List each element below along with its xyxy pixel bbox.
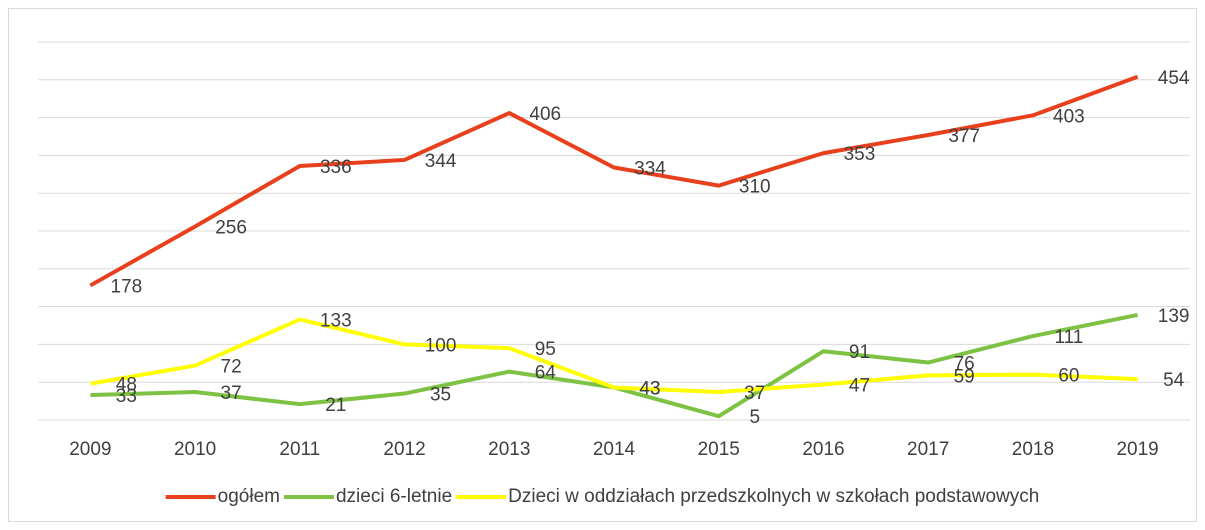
x-tick-label: 2015 bbox=[698, 439, 740, 460]
data-label: 334 bbox=[634, 159, 666, 180]
series-line bbox=[89, 74, 1139, 288]
data-label: 47 bbox=[849, 375, 870, 396]
legend-item: Dzieci w oddziałach przedszkolnych w szk… bbox=[456, 486, 1039, 507]
x-tick-label: 2011 bbox=[279, 439, 320, 460]
data-label: 35 bbox=[430, 385, 451, 406]
series-line bbox=[90, 317, 1138, 395]
data-label: 43 bbox=[639, 379, 660, 400]
data-label: 403 bbox=[1053, 106, 1085, 127]
data-label: 37 bbox=[744, 383, 765, 404]
data-label: 33 bbox=[116, 386, 137, 407]
data-label: 48 bbox=[116, 375, 137, 396]
legend-label: Dzieci w oddziałach przedszkolnych w szk… bbox=[508, 486, 1039, 507]
data-label: 178 bbox=[111, 276, 143, 297]
data-label: 336 bbox=[320, 157, 352, 178]
chart-frame bbox=[8, 8, 1197, 522]
data-label: 54 bbox=[1163, 370, 1185, 391]
data-label: 72 bbox=[221, 357, 242, 378]
data-label: 454 bbox=[1158, 68, 1190, 89]
data-label: 133 bbox=[320, 310, 352, 331]
data-label: 406 bbox=[529, 104, 561, 125]
legend-label: ogółem bbox=[218, 486, 280, 507]
data-label: 64 bbox=[535, 363, 557, 384]
x-tick-label: 2016 bbox=[802, 439, 844, 460]
x-tick-label: 2017 bbox=[907, 439, 949, 460]
data-label: 100 bbox=[425, 335, 457, 356]
x-tick-label: 2010 bbox=[174, 439, 216, 460]
data-label: 5 bbox=[749, 407, 760, 428]
x-tick-label: 2012 bbox=[383, 439, 425, 460]
data-label: 60 bbox=[1058, 366, 1079, 387]
data-label: 353 bbox=[844, 144, 876, 165]
data-label: 59 bbox=[954, 366, 975, 387]
data-label: 76 bbox=[954, 354, 975, 375]
legend-item: dzieci 6-letnie bbox=[283, 486, 452, 507]
data-label: 256 bbox=[215, 217, 247, 238]
x-tick-label: 2013 bbox=[488, 439, 530, 460]
data-label: 377 bbox=[948, 126, 980, 147]
data-label: 139 bbox=[1158, 306, 1190, 327]
data-label: 111 bbox=[1054, 327, 1083, 348]
legend-label: dzieci 6-letnie bbox=[336, 486, 452, 507]
data-label: 95 bbox=[535, 339, 556, 360]
x-tick-label: 2014 bbox=[593, 439, 636, 460]
data-label: 43 bbox=[639, 379, 660, 400]
data-label: 21 bbox=[325, 395, 346, 416]
x-tick-label: 2009 bbox=[69, 439, 111, 460]
data-label: 37 bbox=[221, 383, 242, 404]
x-tick-label: 2019 bbox=[1116, 439, 1158, 460]
legend-item: ogółem bbox=[165, 486, 280, 507]
data-label: 91 bbox=[849, 342, 870, 363]
data-label: 310 bbox=[739, 177, 771, 198]
data-label: 344 bbox=[425, 151, 457, 172]
x-tick-label: 2018 bbox=[1012, 439, 1054, 460]
